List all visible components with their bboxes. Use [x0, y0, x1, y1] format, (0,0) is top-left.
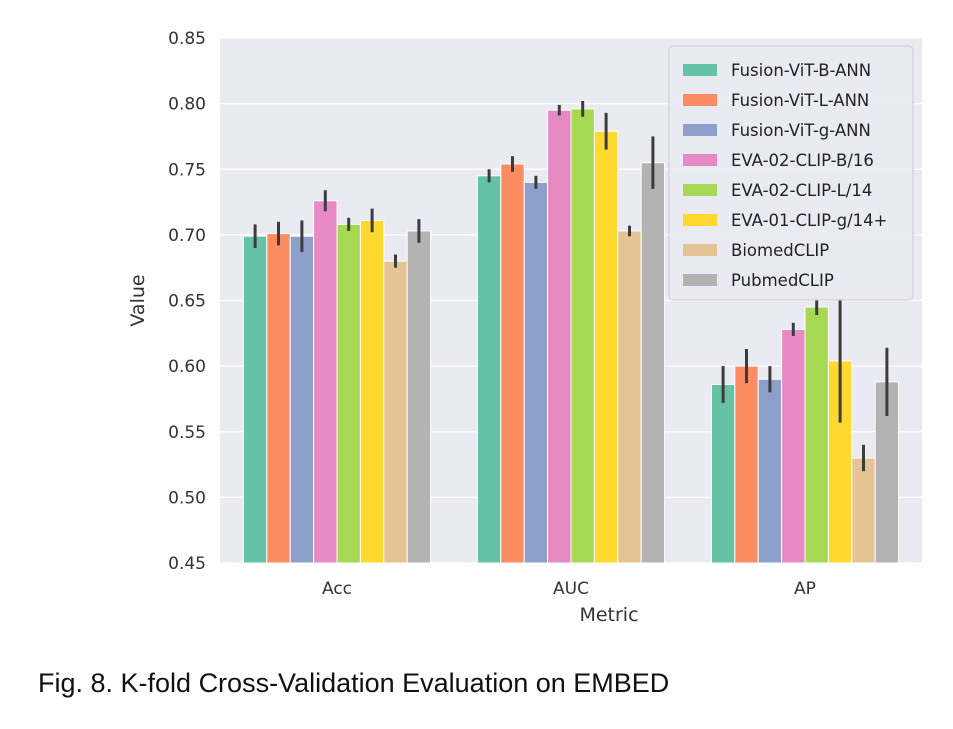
y-tick-label: 0.80: [168, 95, 206, 115]
legend-label: BiomedCLIP: [731, 241, 829, 260]
y-tick-label: 0.55: [168, 423, 206, 443]
y-axis-ticks: 0.45 0.50 0.55 0.60 0.65 0.70 0.75 0.80 0.85: [168, 29, 206, 574]
bar-fusion-vit-g-ann-acc: [289, 235, 315, 564]
legend-label: PubmedCLIP: [731, 271, 834, 290]
legend-swatch: [683, 64, 717, 76]
legend-label: Fusion-ViT-g-ANN: [731, 121, 871, 140]
legend-swatch: [683, 214, 717, 226]
x-tick-label-acc: Acc: [322, 579, 352, 599]
bar-fusion-vit-l-ann-acc: [266, 233, 291, 564]
x-axis-ticks: Acc AUC AP: [322, 579, 816, 599]
y-tick-label: 0.45: [168, 554, 206, 574]
legend-label: EVA-02-CLIP-L/14: [731, 181, 872, 200]
legend-label: Fusion-ViT-L-ANN: [731, 91, 869, 110]
legend: Fusion-ViT-B-ANN Fusion-ViT-L-ANN Fusion-V…: [668, 45, 914, 301]
bar-eva-02-clip-b-16-ap: [781, 328, 806, 564]
bar-eva-01-clip-g-14--auc: [593, 130, 619, 564]
bar-biomedclip-acc: [383, 260, 408, 564]
y-tick-label: 0.60: [168, 357, 206, 377]
bar-eva-02-clip-l-14-acc: [336, 223, 361, 564]
bar-fusion-vit-b-ann-acc: [242, 235, 268, 564]
legend-label: EVA-01-CLIP-g/14+: [731, 211, 887, 230]
legend-swatch: [683, 244, 717, 256]
y-tick-label: 0.70: [168, 226, 206, 246]
bar-biomedclip-auc: [617, 230, 642, 564]
bar-fusion-vit-g-ann-auc: [523, 181, 549, 564]
y-tick-label: 0.85: [168, 29, 206, 49]
figure-caption: Fig. 8. K-fold Cross-Validation Evaluati…: [38, 668, 670, 698]
x-axis-label: Metric: [579, 604, 638, 626]
bar-pubmedclip-auc: [640, 162, 666, 564]
legend-box: [668, 45, 914, 301]
bar-eva-02-clip-b-16-acc: [313, 200, 338, 564]
legend-label: EVA-02-CLIP-B/16: [731, 151, 874, 170]
x-tick-label-ap: AP: [794, 579, 816, 599]
bar-biomedclip-ap: [851, 457, 876, 564]
x-tick-label-auc: AUC: [553, 579, 589, 599]
legend-label: Fusion-ViT-B-ANN: [731, 61, 871, 80]
bars: [242, 101, 900, 564]
bar-fusion-vit-l-ann-ap: [734, 365, 759, 564]
bar-fusion-vit-g-ann-ap: [757, 378, 783, 564]
legend-swatch: [683, 94, 717, 106]
legend-swatch: [683, 274, 717, 286]
bar-fusion-vit-b-ann-ap: [710, 384, 736, 564]
legend-swatch: [683, 124, 717, 136]
bar-fusion-vit-b-ann-auc: [476, 175, 502, 564]
y-axis-label: Value: [127, 274, 149, 326]
y-tick-label: 0.65: [168, 292, 206, 312]
bar-eva-02-clip-l-14-auc: [570, 108, 595, 564]
bar-eva-01-clip-g-14--acc: [359, 219, 385, 564]
bar-fusion-vit-l-ann-auc: [500, 163, 525, 564]
bar-eva-02-clip-l-14-ap: [804, 306, 829, 564]
y-tick-label: 0.75: [168, 160, 206, 180]
bar-chart: 0.45 0.50 0.55 0.60 0.65 0.70 0.75 0.80 0.85 Acc…: [127, 29, 922, 626]
y-tick-label: 0.50: [168, 488, 206, 508]
bar-eva-02-clip-b-16-auc: [547, 109, 572, 564]
legend-swatch: [683, 154, 717, 166]
bar-pubmedclip-acc: [406, 230, 432, 564]
legend-swatch: [683, 184, 717, 196]
